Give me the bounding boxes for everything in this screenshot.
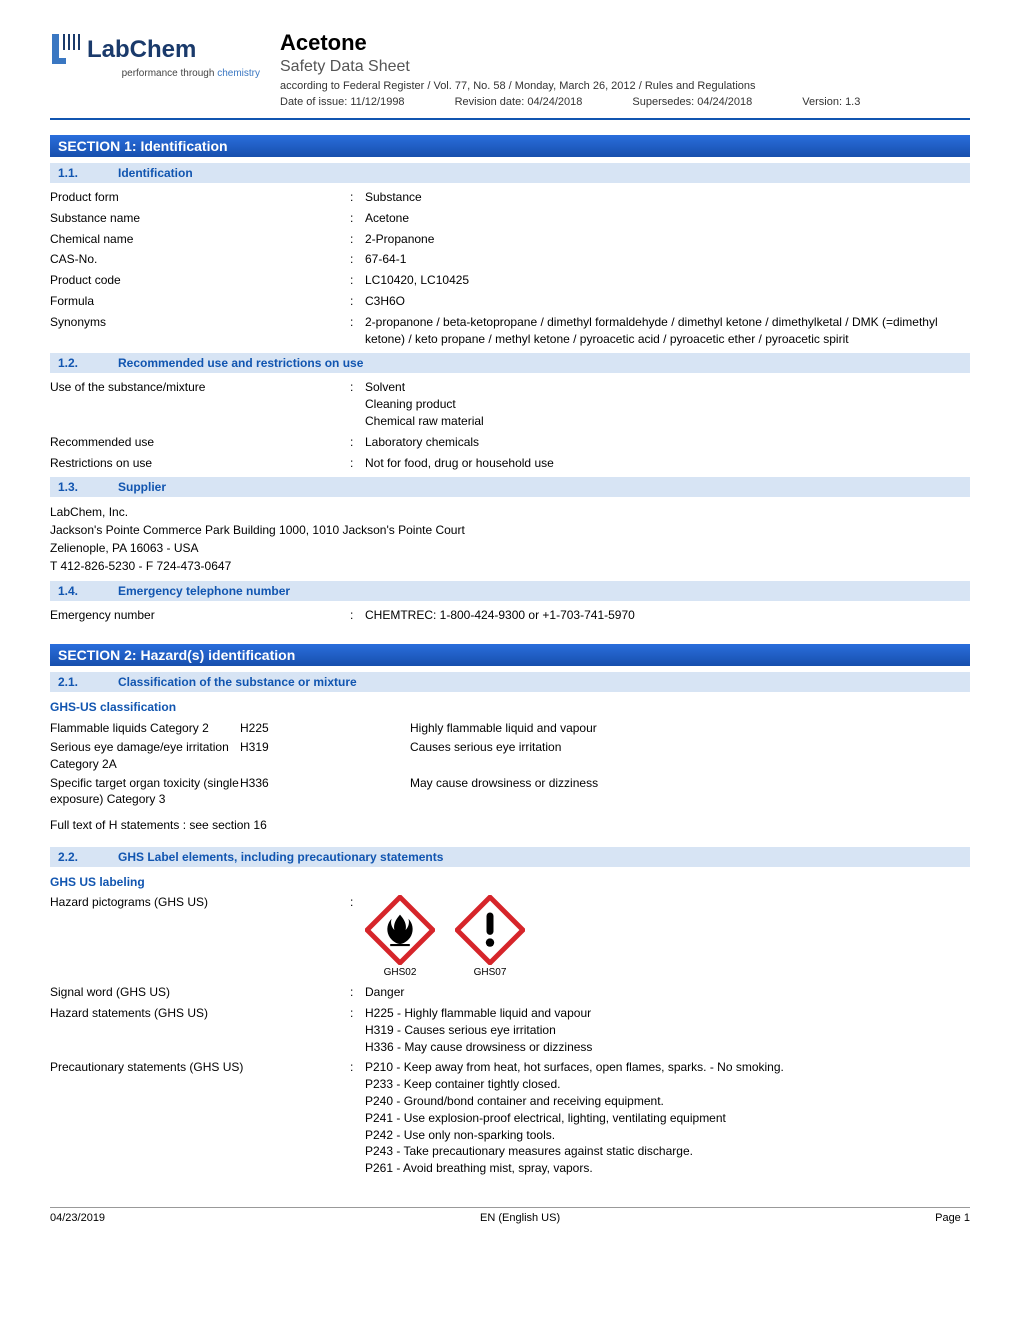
kv-value: Laboratory chemicals bbox=[365, 434, 970, 451]
ghs-classification-row: Flammable liquids Category 2H225Highly f… bbox=[50, 720, 970, 737]
pictogram-label: GHS02 bbox=[384, 967, 417, 978]
footer-date: 04/23/2019 bbox=[50, 1212, 105, 1224]
kv-block-2-2: Signal word (GHS US):Danger Hazard statem… bbox=[50, 984, 970, 1177]
kv-block-1-2: Use of the substance/mixture:Solvent Cle… bbox=[50, 379, 970, 471]
pictogram-label: GHS07 bbox=[474, 967, 507, 978]
kv-key: CAS-No. bbox=[50, 251, 350, 268]
kv-key: Product code bbox=[50, 272, 350, 289]
subsection-1-1: 1.1. Identification bbox=[50, 163, 970, 183]
logo-block: LabChem performance through chemistry bbox=[50, 30, 260, 79]
ghs-classification-row: Specific target organ toxicity (single e… bbox=[50, 775, 970, 809]
ghs-category: Specific target organ toxicity (single e… bbox=[50, 775, 240, 809]
logo-brand-text: LabChem bbox=[87, 36, 196, 64]
kv-value: Acetone bbox=[365, 210, 970, 227]
section-1-title: SECTION 1: Identification bbox=[50, 135, 970, 157]
kv-row: Use of the substance/mixture:Solvent Cle… bbox=[50, 379, 970, 429]
section-2-title: SECTION 2: Hazard(s) identification bbox=[50, 644, 970, 666]
pictogram-row: Hazard pictograms (GHS US) : GHS02GHS07 bbox=[50, 895, 970, 978]
kv-value: Solvent Cleaning product Chemical raw ma… bbox=[365, 379, 970, 429]
kv-block-1-1: Product form:Substance Substance name:Ace… bbox=[50, 189, 970, 347]
ghs-hcode: H319 bbox=[240, 739, 410, 773]
kv-row: Formula:C3H6O bbox=[50, 293, 970, 310]
kv-block-1-4: Emergency number:CHEMTREC: 1-800-424-930… bbox=[50, 607, 970, 624]
ghs-category: Flammable liquids Category 2 bbox=[50, 720, 240, 737]
kv-key: Product form bbox=[50, 189, 350, 206]
meta-row: Date of issue: 11/12/1998 Revision date:… bbox=[280, 96, 970, 108]
regulation-line: according to Federal Register / Vol. 77,… bbox=[280, 80, 970, 92]
kv-value: Danger bbox=[365, 984, 970, 1001]
kv-value: 2-Propanone bbox=[365, 231, 970, 248]
subsection-2-2: 2.2. GHS Label elements, including preca… bbox=[50, 847, 970, 867]
kv-row: Chemical name:2-Propanone bbox=[50, 231, 970, 248]
ghs-classification-row: Serious eye damage/eye irritation Catego… bbox=[50, 739, 970, 773]
kv-value: 67-64-1 bbox=[365, 251, 970, 268]
kv-value: Not for food, drug or household use bbox=[365, 455, 970, 472]
kv-value: CHEMTREC: 1-800-424-9300 or +1-703-741-5… bbox=[365, 607, 970, 624]
date-of-issue: Date of issue: 11/12/1998 bbox=[280, 96, 405, 108]
title-block: Acetone Safety Data Sheet according to F… bbox=[280, 30, 970, 108]
kv-value: C3H6O bbox=[365, 293, 970, 310]
kv-row: CAS-No.:67-64-1 bbox=[50, 251, 970, 268]
kv-row: Product code:LC10420, LC10425 bbox=[50, 272, 970, 289]
ghs-classification-header: GHS-US classification bbox=[50, 700, 970, 714]
kv-row: Signal word (GHS US):Danger bbox=[50, 984, 970, 1001]
document-subtitle: Safety Data Sheet bbox=[280, 58, 970, 76]
kv-key: Synonyms bbox=[50, 314, 350, 348]
kv-value: Substance bbox=[365, 189, 970, 206]
kv-key: Use of the substance/mixture bbox=[50, 379, 350, 429]
h-statements-note: Full text of H statements : see section … bbox=[50, 818, 970, 832]
kv-key: Signal word (GHS US) bbox=[50, 984, 350, 1001]
subsection-2-1: 2.1. Classification of the substance or … bbox=[50, 672, 970, 692]
ghs-statement: Causes serious eye irritation bbox=[410, 739, 970, 773]
ghs-hcode: H336 bbox=[240, 775, 410, 809]
subsection-1-2: 1.2. Recommended use and restrictions on… bbox=[50, 353, 970, 373]
kv-row: Recommended use:Laboratory chemicals bbox=[50, 434, 970, 451]
kv-row: Precautionary statements (GHS US):P210 -… bbox=[50, 1059, 970, 1177]
kv-key: Restrictions on use bbox=[50, 455, 350, 472]
document-header: LabChem performance through chemistry Ac… bbox=[50, 30, 970, 108]
ghs-hcode: H225 bbox=[240, 720, 410, 737]
kv-key: Formula bbox=[50, 293, 350, 310]
kv-key: Emergency number bbox=[50, 607, 350, 624]
kv-key: Substance name bbox=[50, 210, 350, 227]
kv-row: Substance name:Acetone bbox=[50, 210, 970, 227]
subsection-1-3: 1.3. Supplier bbox=[50, 477, 970, 497]
kv-value: P210 - Keep away from heat, hot surfaces… bbox=[365, 1059, 970, 1177]
kv-key: Precautionary statements (GHS US) bbox=[50, 1059, 350, 1177]
ghs-category: Serious eye damage/eye irritation Catego… bbox=[50, 739, 240, 773]
revision-date: Revision date: 04/24/2018 bbox=[455, 96, 583, 108]
ghs-pictogram-ghs02: GHS02 bbox=[365, 895, 435, 978]
top-divider bbox=[50, 118, 970, 120]
ghs-statement: Highly flammable liquid and vapour bbox=[410, 720, 970, 737]
kv-value: LC10420, LC10425 bbox=[365, 272, 970, 289]
footer-language: EN (English US) bbox=[480, 1212, 560, 1224]
kv-key: Hazard statements (GHS US) bbox=[50, 1005, 350, 1055]
ghs-labeling-header: GHS US labeling bbox=[50, 875, 970, 889]
logo-tagline: performance through chemistry bbox=[50, 68, 260, 79]
kv-row: Hazard statements (GHS US):H225 - Highly… bbox=[50, 1005, 970, 1055]
footer-page: Page 1 bbox=[935, 1212, 970, 1224]
kv-row: Product form:Substance bbox=[50, 189, 970, 206]
document-title: Acetone bbox=[280, 30, 970, 56]
subsection-1-4: 1.4. Emergency telephone number bbox=[50, 581, 970, 601]
kv-value: H225 - Highly flammable liquid and vapou… bbox=[365, 1005, 970, 1055]
kv-key: Chemical name bbox=[50, 231, 350, 248]
kv-row: Emergency number:CHEMTREC: 1-800-424-930… bbox=[50, 607, 970, 624]
ghs-classification-table: Flammable liquids Category 2H225Highly f… bbox=[50, 720, 970, 808]
kv-value: 2-propanone / beta-ketopropane / dimethy… bbox=[365, 314, 970, 348]
kv-row: Synonyms:2-propanone / beta-ketopropane … bbox=[50, 314, 970, 348]
supplier-address: LabChem, Inc. Jackson's Pointe Commerce … bbox=[50, 503, 970, 575]
ghs-statement: May cause drowsiness or dizziness bbox=[410, 775, 970, 809]
ghs-pictogram-ghs07: GHS07 bbox=[455, 895, 525, 978]
page-footer: 04/23/2019 EN (English US) Page 1 bbox=[50, 1207, 970, 1224]
version: Version: 1.3 bbox=[802, 96, 860, 108]
kv-key: Recommended use bbox=[50, 434, 350, 451]
labchem-logo-icon bbox=[50, 30, 82, 70]
pictogram-key: Hazard pictograms (GHS US) bbox=[50, 895, 350, 909]
supersedes: Supersedes: 04/24/2018 bbox=[632, 96, 752, 108]
kv-row: Restrictions on use:Not for food, drug o… bbox=[50, 455, 970, 472]
